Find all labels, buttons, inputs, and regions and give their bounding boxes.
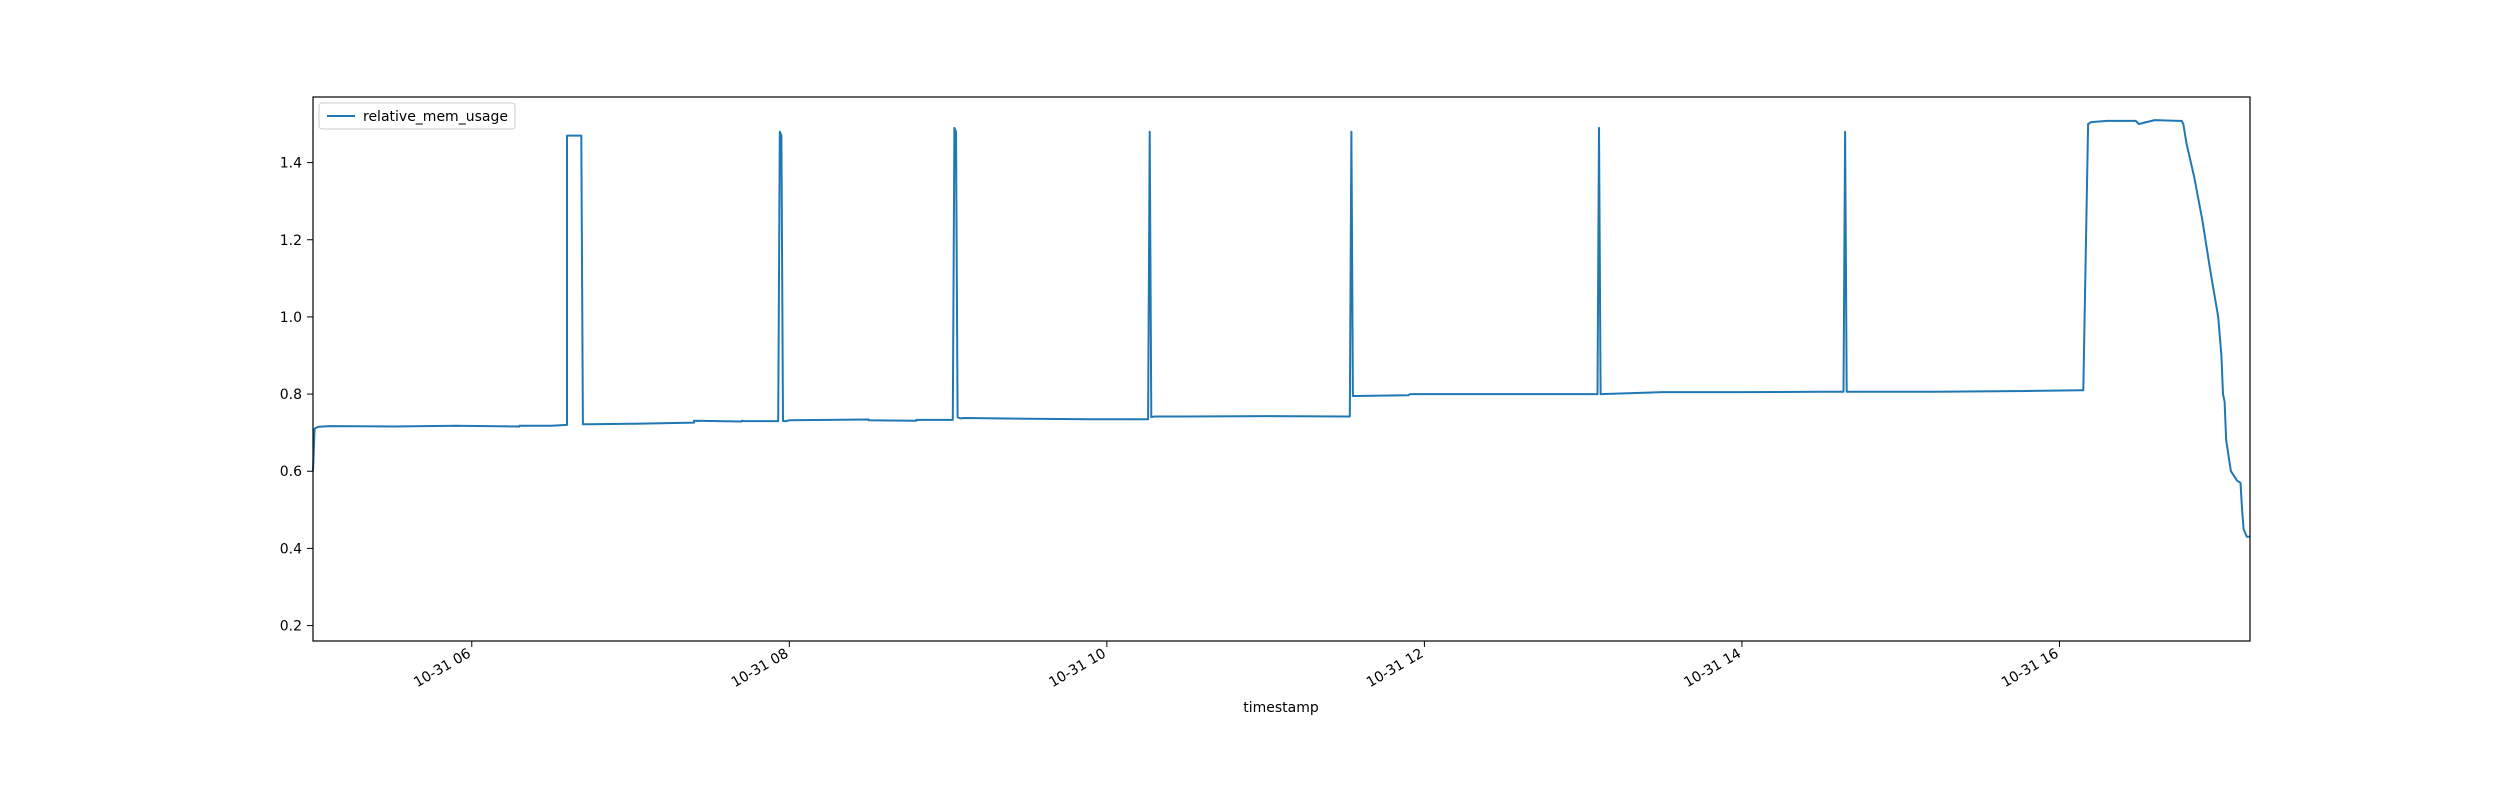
- y-tick-label: 0.6: [280, 464, 302, 480]
- y-tick-label: 1.2: [280, 233, 302, 249]
- legend: relative_mem_usage: [319, 103, 515, 129]
- y-tick-label: 0.8: [280, 387, 302, 403]
- legend-label: relative_mem_usage: [363, 109, 508, 125]
- x-axis-label: timestamp: [1243, 700, 1319, 716]
- y-tick-label: 0.2: [280, 619, 302, 635]
- y-tick-label: 1.0: [280, 310, 302, 326]
- plot-area: [313, 97, 2250, 641]
- y-tick-label: 1.4: [280, 156, 302, 172]
- y-tick-label: 0.4: [280, 541, 302, 557]
